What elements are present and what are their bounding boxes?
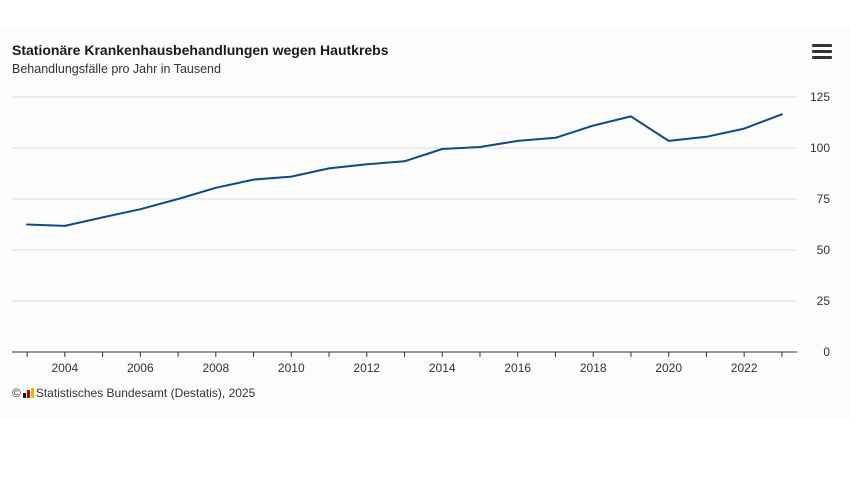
data-point[interactable] bbox=[589, 122, 597, 130]
x-tick-label: 2004 bbox=[51, 361, 78, 375]
data-point[interactable] bbox=[740, 125, 748, 133]
data-point[interactable] bbox=[627, 112, 635, 120]
data-point[interactable] bbox=[363, 160, 371, 168]
copyright-symbol: © bbox=[12, 386, 21, 400]
data-point[interactable] bbox=[61, 222, 69, 230]
data-point[interactable] bbox=[174, 195, 182, 203]
x-axis bbox=[12, 351, 797, 357]
data-point[interactable] bbox=[476, 143, 484, 151]
x-tick-label: 2006 bbox=[127, 361, 154, 375]
data-point[interactable] bbox=[401, 157, 409, 165]
source-credit: © Statistisches Bundesamt (Destatis), 202… bbox=[12, 386, 255, 401]
y-tick-labels: 0 25 50 75 100 125 bbox=[810, 90, 830, 359]
data-point[interactable] bbox=[250, 176, 258, 184]
grid-lines bbox=[12, 96, 797, 302]
y-tick-label: 25 bbox=[817, 294, 831, 308]
x-tick-label: 2022 bbox=[731, 361, 758, 375]
data-point[interactable] bbox=[325, 164, 333, 172]
data-point[interactable] bbox=[287, 173, 295, 181]
data-point[interactable] bbox=[99, 213, 107, 221]
series-group bbox=[23, 110, 786, 230]
data-point[interactable] bbox=[702, 133, 710, 141]
data-point[interactable] bbox=[778, 110, 786, 118]
x-tick-labels: 2004 2006 2008 2010 2012 2014 2016 2018 2020 2022 bbox=[51, 361, 757, 375]
x-tick-label: 2008 bbox=[202, 361, 229, 375]
y-tick-label: 0 bbox=[823, 345, 830, 359]
data-point[interactable] bbox=[514, 137, 522, 145]
destatis-logo-icon bbox=[22, 387, 34, 401]
data-point[interactable] bbox=[23, 221, 31, 229]
x-tick-label: 2016 bbox=[504, 361, 531, 375]
data-point[interactable] bbox=[665, 137, 673, 145]
x-tick-label: 2018 bbox=[580, 361, 607, 375]
data-point[interactable] bbox=[551, 134, 559, 142]
y-tick-label: 125 bbox=[810, 90, 830, 104]
chart-panel bbox=[0, 28, 850, 418]
chart-title: Stationäre Krankenhausbehandlungen wegen… bbox=[12, 42, 389, 58]
y-tick-label: 50 bbox=[817, 243, 831, 257]
source-text: Statistisches Bundesamt (Destatis), 2025 bbox=[35, 386, 256, 400]
x-tick-label: 2014 bbox=[429, 361, 456, 375]
data-point[interactable] bbox=[212, 184, 220, 192]
data-point[interactable] bbox=[136, 205, 144, 213]
data-point[interactable] bbox=[438, 145, 446, 153]
x-tick-label: 2012 bbox=[353, 361, 380, 375]
y-tick-label: 75 bbox=[817, 192, 831, 206]
chart-subtitle: Behandlungsfälle pro Jahr in Tausend bbox=[12, 62, 221, 76]
x-tick-label: 2010 bbox=[278, 361, 305, 375]
x-tick-label: 2020 bbox=[655, 361, 682, 375]
hamburger-menu-icon[interactable] bbox=[812, 44, 832, 60]
series-line[interactable] bbox=[26, 113, 783, 227]
y-tick-label: 100 bbox=[810, 141, 830, 155]
